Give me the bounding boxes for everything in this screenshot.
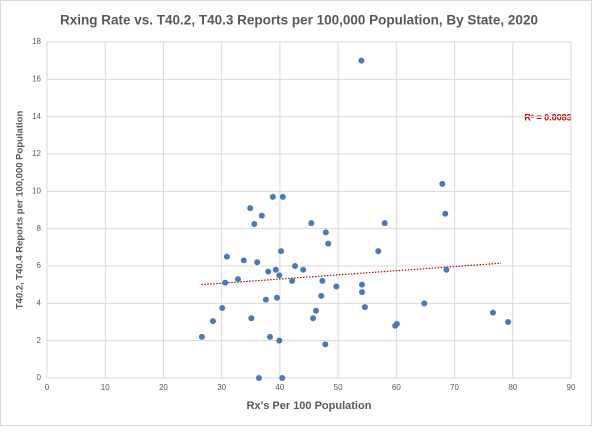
scatter-point bbox=[248, 315, 255, 322]
scatter-point bbox=[393, 320, 400, 327]
scatter-point bbox=[269, 193, 276, 200]
y-tick-label: 14 bbox=[32, 112, 41, 121]
scatter-point bbox=[310, 315, 317, 322]
scatter-point bbox=[258, 212, 265, 219]
x-tick-label: 20 bbox=[159, 383, 168, 392]
scatter-point bbox=[276, 272, 283, 279]
scatter-point bbox=[251, 221, 258, 227]
scatter-point bbox=[255, 375, 262, 381]
scatter-point bbox=[375, 248, 382, 255]
y-tick-label: 18 bbox=[32, 37, 41, 46]
scatter-point bbox=[308, 220, 315, 227]
scatter-point bbox=[265, 268, 272, 275]
scatter-point bbox=[322, 229, 329, 236]
x-axis-label: Rx's Per 100 Population bbox=[247, 400, 372, 412]
scatter-point bbox=[358, 57, 365, 64]
scatter-point bbox=[489, 309, 496, 316]
scatter-point bbox=[442, 210, 449, 217]
y-axis-label: T40.2, T40.4 Reports per 100,000 Populat… bbox=[15, 111, 26, 310]
scatter-point bbox=[247, 205, 254, 212]
scatter-point bbox=[443, 266, 450, 273]
y-tick-label: 2 bbox=[37, 336, 42, 345]
scatter-point bbox=[381, 220, 388, 227]
scatter-point bbox=[240, 257, 247, 264]
x-tick-label: 0 bbox=[45, 383, 50, 392]
x-tick-label: 40 bbox=[275, 383, 284, 392]
scatter-point bbox=[292, 263, 299, 269]
scatter-point bbox=[279, 375, 286, 381]
chart-title: Rxing Rate vs. T40.2, T40.3 Reports per … bbox=[60, 13, 538, 28]
y-tick-label: 10 bbox=[32, 186, 41, 195]
x-tick-label: 60 bbox=[392, 383, 401, 392]
x-tick-label: 90 bbox=[567, 383, 576, 392]
scatter-point bbox=[222, 279, 229, 286]
r-squared-annotation: R² = 0.0083 bbox=[524, 112, 571, 122]
scatter-point bbox=[322, 341, 329, 348]
scatter-point bbox=[319, 277, 326, 284]
scatter-point bbox=[262, 296, 269, 303]
x-tick-label: 50 bbox=[334, 383, 343, 392]
scatter-point bbox=[219, 305, 226, 311]
y-tick-label: 8 bbox=[37, 224, 42, 233]
scatter-point bbox=[223, 253, 230, 260]
scatter-point bbox=[358, 281, 365, 288]
scatter-point bbox=[325, 240, 332, 247]
scatter-point bbox=[234, 276, 241, 283]
y-tick-label: 16 bbox=[32, 74, 41, 83]
scatter-point bbox=[312, 307, 319, 314]
y-tick-label: 4 bbox=[37, 298, 42, 307]
scatter-point bbox=[272, 266, 279, 273]
scatter-point bbox=[333, 283, 340, 290]
scatter-point bbox=[276, 337, 283, 344]
scatter-point bbox=[254, 259, 261, 266]
scatter-point bbox=[209, 318, 216, 325]
scatter-point bbox=[198, 333, 205, 340]
trendline bbox=[201, 262, 502, 286]
scatter-point bbox=[273, 294, 280, 301]
scatter-point bbox=[421, 300, 428, 307]
scatter-point bbox=[439, 180, 446, 187]
x-tick-label: 30 bbox=[217, 383, 226, 392]
y-tick-label: 0 bbox=[37, 373, 42, 382]
y-tick-label: 6 bbox=[37, 261, 42, 270]
x-tick-label: 10 bbox=[101, 383, 110, 392]
scatter-point bbox=[361, 304, 368, 311]
scatter-point bbox=[300, 266, 307, 273]
y-tick-label: 12 bbox=[32, 149, 41, 158]
scatter-point bbox=[266, 333, 273, 340]
chart-border bbox=[0, 0, 592, 426]
scatter-point bbox=[505, 319, 512, 325]
scatter-point bbox=[358, 289, 365, 296]
x-tick-label: 70 bbox=[450, 383, 459, 392]
scatter-point bbox=[279, 193, 286, 200]
x-tick-label: 80 bbox=[508, 383, 517, 392]
scatter-point bbox=[289, 277, 296, 284]
scatter-point bbox=[318, 292, 325, 299]
scatter-point bbox=[278, 248, 285, 255]
